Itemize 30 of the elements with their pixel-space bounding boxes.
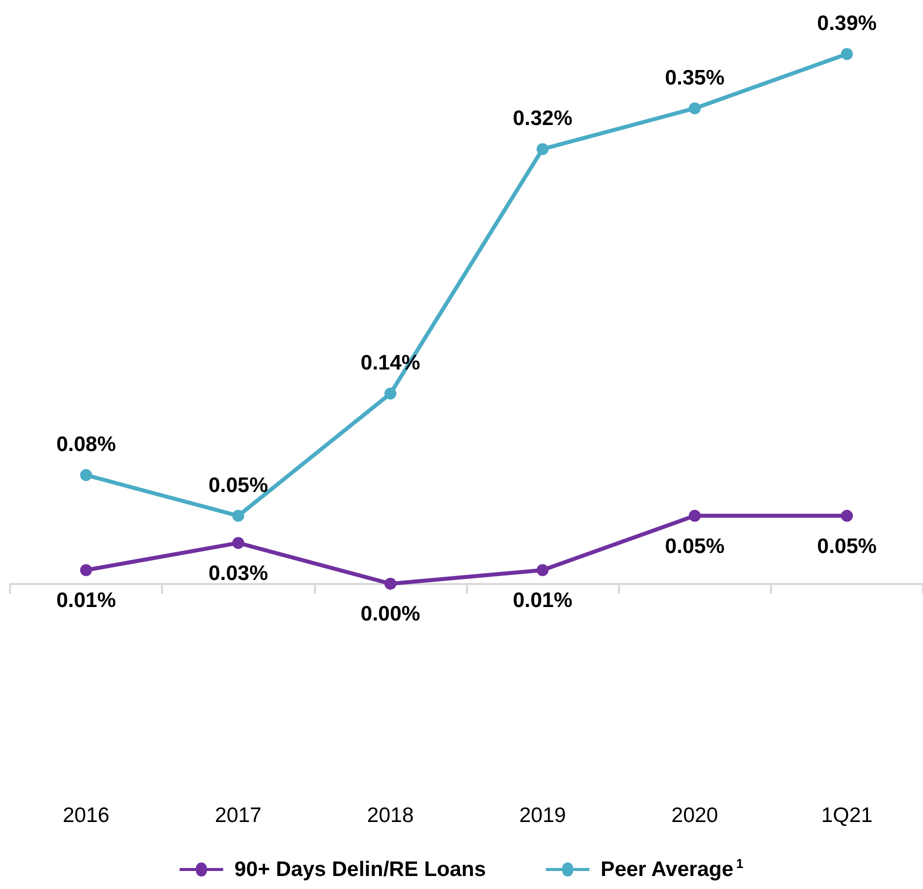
x-tick-label: 1Q21: [821, 804, 873, 827]
data-label: 0.05%: [817, 534, 878, 558]
data-label: 0.03%: [208, 562, 268, 585]
point: [232, 536, 244, 549]
x-tick-label: 2016: [62, 804, 110, 827]
x-tick-label: 2019: [519, 804, 566, 827]
data-label: 0.05%: [664, 534, 725, 558]
point: [840, 48, 853, 60]
point: [232, 510, 244, 522]
x-tick-label: 2018: [367, 804, 414, 827]
data-label: 0.08%: [56, 433, 116, 456]
data-label: 0.01%: [56, 589, 116, 612]
point: [688, 510, 701, 522]
point: [536, 143, 549, 156]
point: [384, 388, 396, 400]
data-label: 0.32%: [512, 107, 573, 130]
x-tick-label: 2020: [671, 804, 718, 827]
data-label: 0.00%: [360, 602, 421, 626]
point: [384, 578, 396, 590]
legend-label: 90+ Days Delin/RE Loans: [234, 858, 486, 881]
data-label: 0.35%: [664, 66, 725, 90]
x-tick-label: 2017: [214, 804, 262, 827]
data-label: 0.05%: [208, 474, 268, 497]
point: [80, 564, 92, 576]
point: [840, 510, 853, 522]
point: [688, 102, 701, 114]
data-label: 0.01%: [512, 589, 573, 612]
point: [536, 564, 549, 576]
point: [80, 469, 92, 482]
data-label: 0.39%: [817, 12, 878, 35]
